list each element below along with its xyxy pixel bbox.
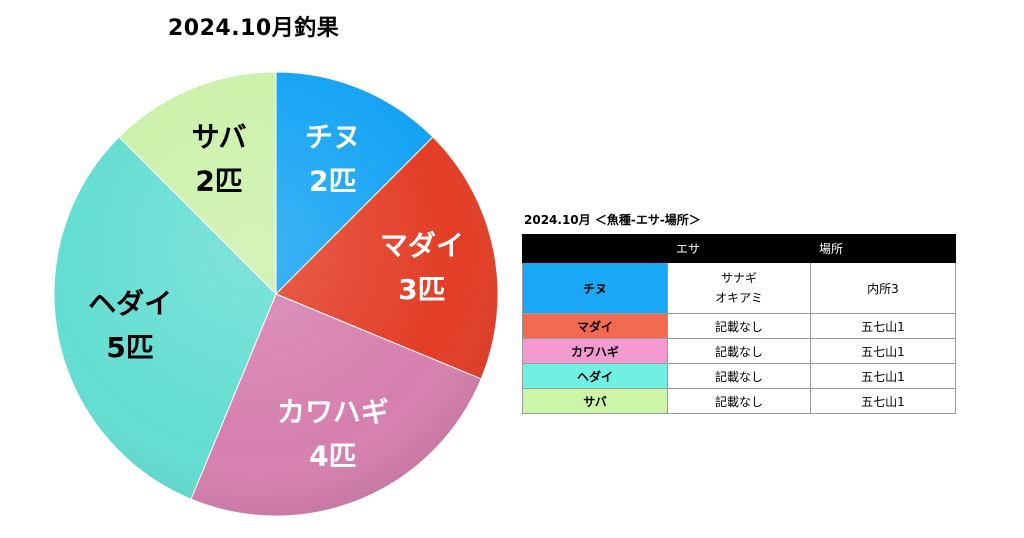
table-row: サバ 記載なし 五七山1: [522, 388, 956, 414]
place-cell: 内所3: [810, 262, 956, 314]
bait-cell: 記載なし: [667, 388, 811, 414]
slice-count: 3匹: [398, 273, 445, 306]
slice-count: 4匹: [309, 439, 356, 472]
fish-cell: サバ: [522, 388, 668, 414]
slice-label: マダイ: [380, 229, 464, 262]
place-cell: 五七山1: [810, 313, 956, 339]
header-place: 場所: [810, 234, 956, 263]
slice-label: サバ: [192, 121, 247, 154]
header-fish: [522, 234, 668, 263]
slice-count: 2匹: [309, 165, 356, 198]
slice-label: チヌ: [305, 121, 361, 154]
place-cell: 五七山1: [810, 363, 956, 389]
slice-count: 2匹: [195, 165, 242, 198]
place-cell: 五七山1: [810, 388, 956, 414]
fish-cell: マダイ: [522, 313, 668, 339]
table-row: カワハギ 記載なし 五七山1: [522, 338, 956, 364]
header-bait: エサ: [667, 234, 811, 263]
fish-cell: ヘダイ: [522, 363, 668, 389]
slice-count: 5匹: [106, 331, 153, 364]
catch-table: エサ 場所 チヌ サナギ オキアミ 内所3 マダイ 記載なし 五七山1 カワハギ…: [522, 234, 956, 414]
bait-cell: サナギ オキアミ: [667, 262, 811, 314]
fish-cell: カワハギ: [522, 338, 668, 364]
place-cell: 五七山1: [810, 338, 956, 364]
bait-cell: 記載なし: [667, 363, 811, 389]
fish-cell: チヌ: [522, 262, 668, 314]
table-row: ヘダイ 記載なし 五七山1: [522, 363, 956, 389]
chart-title: 2024.10月釣果: [168, 16, 340, 41]
table-row: チヌ サナギ オキアミ 内所3: [522, 262, 956, 314]
table-title: 2024.10月 ＜魚種-エサ-場所＞: [524, 213, 701, 227]
table-header-row: エサ 場所: [522, 234, 956, 263]
bait-cell: 記載なし: [667, 338, 811, 364]
table-row: マダイ 記載なし 五七山1: [522, 313, 956, 339]
slice-label: カワハギ: [277, 395, 389, 428]
bait-cell: 記載なし: [667, 313, 811, 339]
slice-label: ヘダイ: [88, 287, 172, 320]
bait-text: オキアミ: [715, 291, 763, 305]
bait-text: サナギ: [720, 271, 757, 285]
